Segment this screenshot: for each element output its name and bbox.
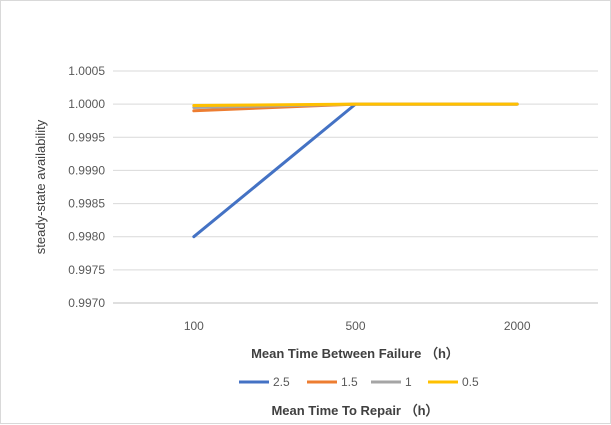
legend-label: 1.5 (341, 375, 358, 389)
legend-label: 1 (405, 375, 412, 389)
legend-title: Mean Time To Repair （h） (271, 403, 438, 418)
x-tick-label: 2000 (504, 319, 531, 333)
legend-item: 1 (371, 375, 412, 389)
y-tick-label: 0.9985 (68, 197, 105, 211)
y-tick-label: 0.9980 (68, 230, 105, 244)
series-layer (192, 102, 519, 239)
legend-label: 2.5 (273, 375, 290, 389)
x-axis-title: Mean Time Between Failure （h） (251, 346, 459, 361)
legend-item: 1.5 (307, 375, 358, 389)
legend-label: 0.5 (462, 375, 479, 389)
y-tick-label: 1.0000 (68, 97, 105, 111)
legend: 2.5 1.5 1 0.5 (239, 375, 479, 389)
y-tick-label: 0.9995 (68, 130, 105, 144)
y-tick-label: 0.9990 (68, 163, 105, 177)
series-line-0-5 (192, 102, 519, 107)
x-tick-labels: 100 500 2000 (184, 319, 531, 333)
y-tick-label: 0.9975 (68, 263, 105, 277)
x-tick-label: 500 (345, 319, 365, 333)
legend-item: 2.5 (239, 375, 290, 389)
y-tick-labels: 0.9970 0.9975 0.9980 0.9985 0.9990 0.9995 1.00… (68, 64, 105, 310)
y-axis-title: steady-state availability (33, 119, 48, 254)
y-tick-label: 1.0005 (68, 64, 105, 78)
legend-item: 0.5 (428, 375, 479, 389)
x-tick-label: 100 (184, 319, 204, 333)
y-tick-label: 0.9970 (68, 296, 105, 310)
